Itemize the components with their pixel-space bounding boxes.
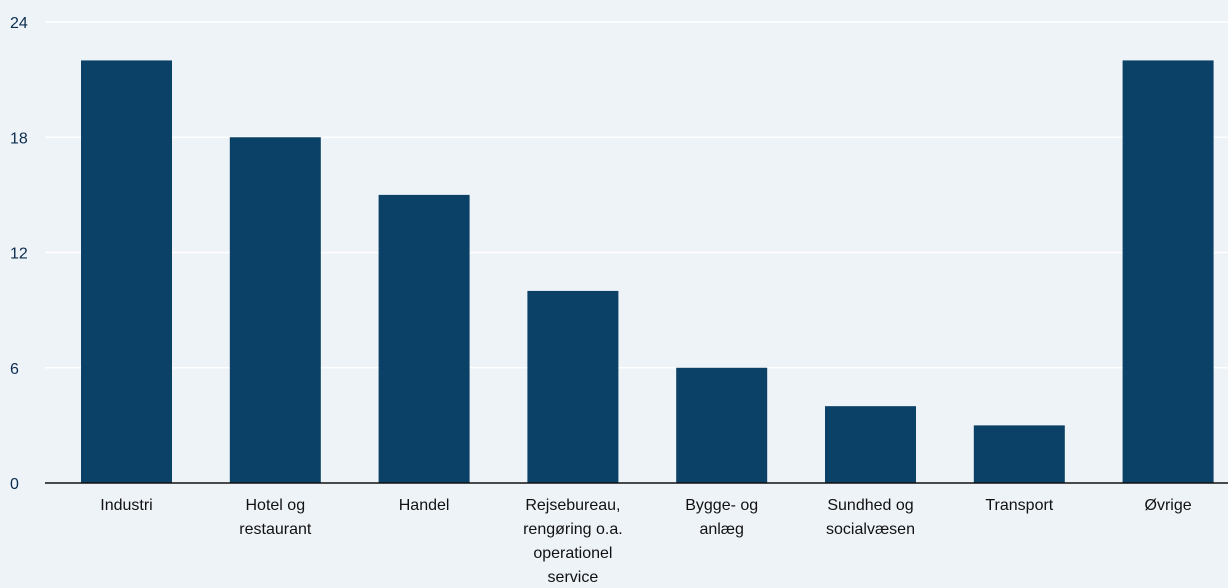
x-tick-label: Øvrige (1145, 497, 1192, 514)
x-tick-label-line: Sundhed og (827, 497, 913, 514)
bar (81, 60, 172, 484)
bars (81, 60, 1214, 484)
bar (1122, 60, 1214, 484)
x-tick-label-line: operationel (533, 545, 612, 562)
y-tick-label: 18 (10, 130, 28, 147)
grid-lines (45, 21, 1228, 369)
x-tick-label-line: Øvrige (1145, 497, 1192, 514)
bar (229, 137, 321, 483)
x-tick-label-line: restaurant (239, 521, 312, 538)
y-tick-label: 12 (10, 246, 28, 263)
x-tick-label-line: Bygge- og (685, 497, 758, 514)
x-tick-label-line: Hotel og (246, 497, 306, 514)
y-tick-label: 24 (10, 15, 28, 32)
y-axis-ticks: 0 6 12 18 24 (10, 15, 28, 493)
x-tick-label-line: rengøring o.a. (523, 521, 623, 538)
bar (378, 194, 470, 483)
x-tick-label: Rejsebureau, rengøring o.a. operationel ser… (523, 497, 623, 586)
bar (676, 367, 768, 483)
x-tick-label-line: Transport (985, 497, 1053, 514)
x-tick-label-line: socialvæsen (826, 521, 915, 538)
y-tick-label: 0 (10, 476, 19, 493)
x-tick-label: Sundhed og socialvæsen (826, 497, 915, 538)
x-tick-label: Transport (985, 497, 1053, 514)
bar (527, 290, 619, 483)
x-tick-label: Hotel og restaurant (239, 497, 312, 538)
x-tick-label: Handel (399, 497, 450, 514)
x-tick-label: Bygge- og anlæg (685, 497, 758, 538)
bar (973, 425, 1065, 483)
x-tick-label: Industri (100, 497, 152, 514)
y-tick-label: 6 (10, 361, 19, 378)
x-tick-label-line: Industri (100, 497, 152, 514)
x-tick-label-line: Rejsebureau, (525, 497, 620, 514)
x-tick-label-line: anlæg (699, 521, 743, 538)
x-axis-labels: Industri Hotel og restaurant Handel Rejsebur… (100, 497, 1191, 586)
x-tick-label-line: service (548, 569, 599, 586)
x-tick-label-line: Handel (399, 497, 450, 514)
bar (825, 406, 916, 483)
